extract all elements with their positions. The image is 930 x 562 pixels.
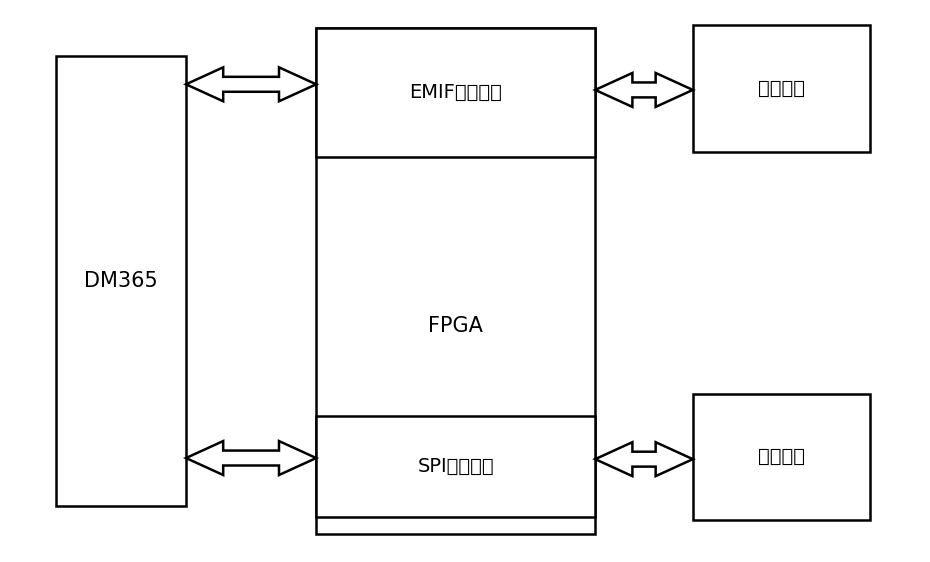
- Text: 外围设备: 外围设备: [758, 79, 804, 98]
- Bar: [316, 416, 595, 517]
- Bar: [316, 28, 595, 534]
- Polygon shape: [186, 441, 316, 475]
- Polygon shape: [186, 67, 316, 101]
- Bar: [693, 394, 870, 520]
- Text: 外围设备: 外围设备: [758, 447, 804, 466]
- Bar: [316, 28, 595, 157]
- Text: SPI接口适配: SPI接口适配: [418, 457, 494, 476]
- Text: FPGA: FPGA: [428, 316, 484, 336]
- Polygon shape: [595, 442, 693, 476]
- Text: EMIF接口适配: EMIF接口适配: [409, 83, 502, 102]
- Bar: [693, 25, 870, 152]
- Polygon shape: [595, 73, 693, 107]
- Text: DM365: DM365: [84, 271, 158, 291]
- Bar: [56, 56, 186, 506]
